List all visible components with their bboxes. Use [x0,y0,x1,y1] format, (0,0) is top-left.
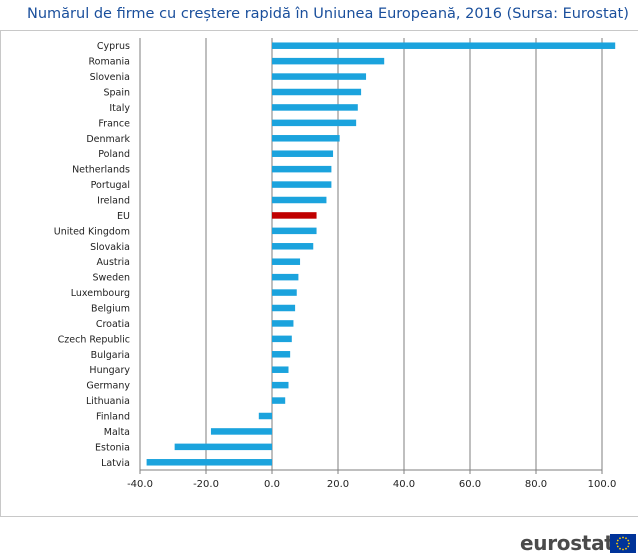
category-label: Sweden [92,273,130,284]
eurostat-logo-text: eurostat [520,531,614,555]
category-label: France [98,118,130,129]
category-label: Romania [88,57,130,68]
tick-labels: -40.0 -20.0 0.0 20.0 40.0 60.0 80.0 100.0 [127,479,616,490]
category-labels: Cyprus Romania Slovenia Spain Italy France Den… [54,41,131,469]
bar-ireland [272,196,327,204]
category-label: Finland [96,412,130,423]
bar-netherlands [272,165,332,173]
bar-denmark [272,135,340,142]
bar-estonia [174,443,272,451]
category-label: Latvia [101,458,130,469]
category-label: Denmark [86,134,130,145]
category-label: Slovakia [90,242,130,253]
grid-lines [139,38,603,474]
bar-poland [272,150,334,157]
category-label: Poland [98,149,130,160]
tick-label: 0.0 [264,479,280,490]
category-label: Italy [109,103,130,114]
bar-bulgaria [272,351,291,358]
category-label: Hungary [89,365,130,376]
chart-title: Numărul de firme cu creștere rapidă în U… [27,6,629,22]
category-label: EU [117,211,130,222]
bar-austria [272,258,301,265]
category-label: Austria [96,257,130,268]
tick-label: 80.0 [525,479,547,490]
bar-lithuania [272,397,286,404]
bar-sweden [272,273,299,281]
category-label: Croatia [96,319,130,330]
category-label: Cyprus [97,41,130,52]
tick-label: 100.0 [588,479,617,490]
bar-france [272,119,357,127]
bar-slovakia [272,243,314,250]
bar-belgium [272,304,296,312]
category-label: Malta [104,427,130,438]
bar-croatia [272,320,294,327]
tick-label: 60.0 [459,479,481,490]
category-label: Lithuania [86,396,130,407]
bar-latvia [146,459,272,466]
bar-spain [272,88,362,96]
tick-label: 40.0 [393,479,415,490]
eu-flag-icon [610,534,636,553]
bar-eu [272,212,317,219]
category-label: Bulgaria [91,350,130,361]
category-label: Luxembourg [71,288,130,299]
category-label: Ireland [97,196,130,207]
bar-italy [272,104,358,111]
category-label: Netherlands [72,165,130,176]
bar-slovenia [272,73,367,80]
chart-plot-area: Cyprus Romania Slovenia Spain Italy France Den… [54,38,616,490]
bar-finland [258,412,272,420]
tick-label: 20.0 [327,479,349,490]
category-label: United Kingdom [54,226,130,237]
tick-label: -40.0 [127,479,153,490]
category-label: Estonia [95,442,130,453]
tick-label: -20.0 [193,479,219,490]
category-label: Portugal [91,180,130,191]
bar-portugal [272,181,332,188]
bar-czech-republic [272,335,292,343]
bars [146,42,616,466]
bar-romania [272,57,385,65]
category-label: Czech Republic [58,334,130,345]
category-label: Spain [103,88,130,99]
bar-luxembourg [272,289,297,296]
bar-germany [272,381,289,389]
bar-cyprus [272,42,616,49]
bar-hungary [272,366,289,373]
category-label: Belgium [91,304,130,315]
bar-malta [210,428,272,435]
category-label: Germany [86,381,130,392]
category-label: Slovenia [90,72,130,83]
bar-united-kingdom [272,227,317,235]
